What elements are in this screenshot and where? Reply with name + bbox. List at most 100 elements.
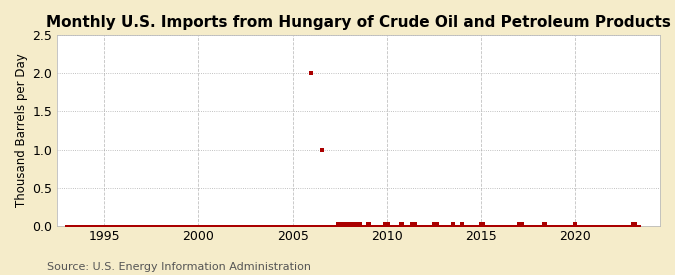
Point (624, 224, 635, 228)
Point (489, 224, 500, 228)
Point (610, 224, 621, 228)
Point (468, 224, 479, 228)
Point (507, 224, 518, 228)
Point (480, 224, 491, 228)
Point (386, 224, 397, 228)
Point (72, 224, 83, 228)
Point (102, 224, 113, 228)
Point (329, 224, 340, 228)
Point (92, 224, 103, 228)
Point (408, 222, 419, 226)
Point (90, 224, 101, 228)
Point (346, 224, 356, 228)
Point (222, 224, 233, 228)
Point (608, 224, 619, 228)
Point (111, 224, 122, 228)
Point (297, 224, 308, 228)
Point (519, 224, 530, 228)
Point (240, 224, 250, 228)
Point (256, 224, 267, 228)
Point (216, 224, 227, 228)
Point (522, 224, 533, 228)
Point (466, 224, 477, 228)
Point (333, 224, 344, 228)
Point (629, 224, 640, 228)
Point (458, 224, 469, 228)
Point (288, 224, 298, 228)
Point (313, 224, 323, 228)
Point (334, 222, 345, 226)
Point (410, 224, 421, 228)
Point (321, 224, 331, 228)
Point (194, 224, 205, 228)
Point (618, 224, 628, 228)
Point (344, 224, 355, 228)
Point (419, 224, 430, 228)
Point (352, 224, 362, 228)
Point (188, 224, 198, 228)
Point (385, 224, 396, 228)
Point (227, 224, 238, 228)
Point (388, 224, 399, 228)
Point (391, 224, 402, 228)
Point (368, 224, 379, 228)
Point (311, 224, 322, 228)
Point (457, 224, 468, 228)
Point (196, 224, 207, 228)
Point (349, 224, 360, 228)
Point (441, 224, 452, 228)
Point (475, 224, 486, 228)
Point (578, 224, 589, 228)
Point (344, 222, 354, 226)
Point (74, 224, 84, 228)
Point (341, 222, 352, 226)
Point (383, 224, 394, 228)
Point (431, 222, 442, 226)
Point (366, 224, 377, 228)
Point (597, 224, 608, 228)
Point (633, 224, 644, 228)
Point (340, 224, 350, 228)
Point (272, 224, 283, 228)
Point (158, 224, 169, 228)
Point (127, 224, 138, 228)
Point (75, 224, 86, 228)
Point (630, 222, 641, 226)
Point (421, 224, 431, 228)
Point (117, 224, 128, 228)
Point (452, 224, 463, 228)
Point (69, 224, 80, 228)
Point (556, 224, 566, 228)
Title: Monthly U.S. Imports from Hungary of Crude Oil and Petroleum Products: Monthly U.S. Imports from Hungary of Cru… (46, 15, 671, 30)
Point (516, 222, 527, 226)
Point (582, 224, 593, 228)
Text: Source: U.S. Energy Information Administration: Source: U.S. Energy Information Administ… (47, 262, 311, 272)
Point (322, 224, 333, 228)
Point (369, 224, 380, 228)
Point (263, 224, 273, 228)
Point (535, 224, 545, 228)
Point (128, 224, 139, 228)
Point (207, 224, 217, 228)
Point (319, 224, 330, 228)
Point (300, 224, 311, 228)
Point (532, 224, 543, 228)
Point (380, 224, 391, 228)
Point (446, 224, 456, 228)
Point (330, 224, 341, 228)
Point (396, 224, 406, 228)
Point (622, 224, 633, 228)
Point (398, 224, 408, 228)
Point (513, 222, 524, 226)
Point (371, 224, 381, 228)
Point (571, 224, 582, 228)
Point (518, 224, 529, 228)
Point (497, 224, 508, 228)
Point (294, 224, 305, 228)
Point (233, 224, 244, 228)
Point (89, 224, 100, 228)
Point (306, 224, 317, 228)
Point (526, 224, 537, 228)
Point (505, 224, 516, 228)
Point (238, 224, 248, 228)
